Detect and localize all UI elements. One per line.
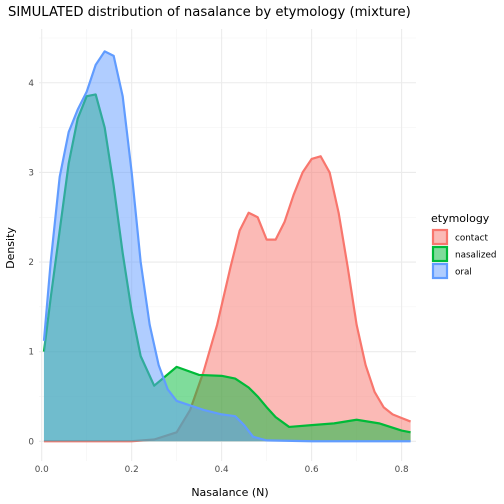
y-tick-label: 3 xyxy=(28,168,34,178)
legend: etymology contact nasalized oral xyxy=(431,212,496,280)
chart-title: SIMULATED distribution of nasalance by e… xyxy=(8,5,411,20)
legend-label-contact: contact xyxy=(455,234,488,244)
density-line-oral xyxy=(42,50,411,443)
x-tick-label: 0.4 xyxy=(215,465,229,475)
x-tick-label: 0.0 xyxy=(35,465,49,475)
density-area-contact xyxy=(43,156,411,442)
y-tick-label: 1 xyxy=(28,348,34,358)
legend-label-nasalized: nasalized xyxy=(455,251,496,261)
x-tick-label: 0.8 xyxy=(395,465,409,475)
y-tick-label: 4 xyxy=(28,79,34,89)
legend-key-nasalized xyxy=(431,245,449,263)
density-area-oral xyxy=(43,51,411,442)
legend-key-oral xyxy=(431,262,449,280)
x-tick-label: 0.2 xyxy=(125,465,139,475)
legend-label-oral: oral xyxy=(455,268,472,278)
x-tick-label: 0.6 xyxy=(305,465,319,475)
y-axis-ticks: 0 1 2 3 4 xyxy=(28,79,34,448)
legend-title: etymology xyxy=(431,212,490,225)
density-areas xyxy=(42,50,412,443)
x-axis-title: Nasalance (N) xyxy=(191,486,268,499)
y-axis-title: Density xyxy=(4,227,17,269)
y-tick-label: 2 xyxy=(28,258,34,268)
legend-key-contact xyxy=(431,228,449,246)
x-axis-ticks: 0.0 0.2 0.4 0.6 0.8 xyxy=(35,465,409,475)
y-tick-label: 0 xyxy=(28,437,34,447)
